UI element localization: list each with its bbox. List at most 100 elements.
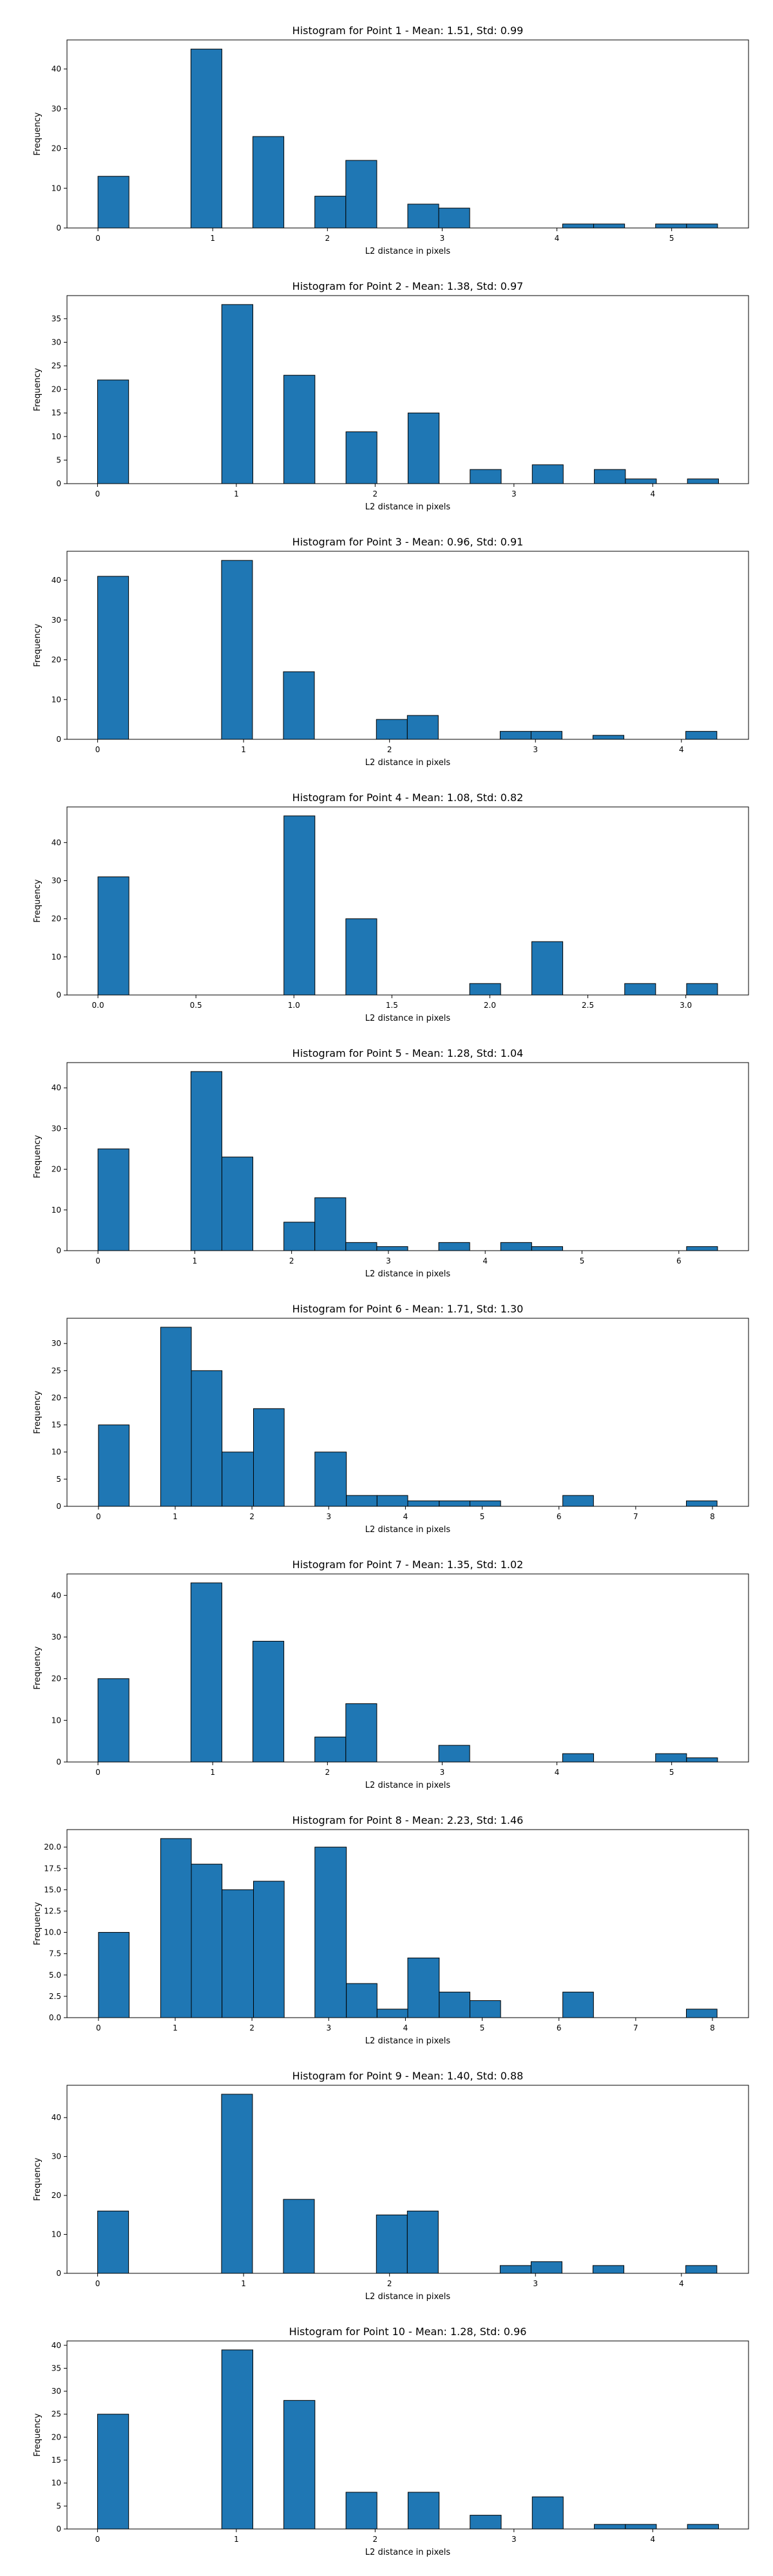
histogram-bar (283, 671, 315, 740)
y-tick-label: 17.5 (44, 1864, 61, 1873)
x-axis-label: L2 distance in pixels (365, 758, 451, 768)
y-tick-label: 5 (56, 1475, 61, 1484)
histogram-bar (439, 1991, 471, 2018)
y-tick-label: 20 (52, 2432, 61, 2441)
x-tick-label: 6 (676, 1256, 682, 1265)
x-tick-label: 5 (580, 1256, 585, 1265)
y-tick-label: 10.0 (44, 1928, 61, 1937)
histogram-bar (221, 1157, 254, 1251)
x-tick-label: 4 (403, 2023, 408, 2032)
x-tick-label: 2 (249, 2023, 254, 2032)
y-tick-label: 10 (52, 1448, 61, 1457)
axes-frame (66, 551, 749, 740)
histogram-panel-5: 0 1 2 3 4 5 6 0 10 20 30 40 Histogram for Point 5 - … (33, 1047, 749, 1279)
x-tick-label: 2 (373, 489, 378, 498)
x-axis-label: L2 distance in pixels (365, 2548, 451, 2557)
histogram-bar (407, 204, 439, 229)
y-axis-label: Frequency (33, 2413, 43, 2456)
y-axis-label: Frequency (33, 879, 43, 922)
histogram-bar (499, 731, 531, 740)
histogram-bar (253, 1640, 285, 1763)
histogram-bar (345, 1242, 377, 1251)
y-tick-label: 12.5 (44, 1906, 61, 1915)
axes-frame (66, 1829, 749, 2018)
chart-title: Histogram for Point 8 - Mean: 2.23, Std:… (292, 1814, 524, 1826)
histogram-panel-4: 0.0 0.5 1.0 1.5 2.0 2.5 3.0 0 10 20 30 40 Histogram … (33, 791, 749, 1023)
x-tick-label: 0 (95, 1768, 100, 1777)
histogram-bar (470, 469, 502, 484)
x-tick-label: 1 (210, 234, 215, 243)
x-tick-label: 2 (325, 234, 330, 243)
chart-title: Histogram for Point 3 - Mean: 0.96, Std:… (292, 536, 524, 548)
y-tick-label: 10 (52, 2479, 61, 2488)
chart-title: Histogram for Point 1 - Mean: 1.51, Std:… (292, 24, 524, 37)
histogram-bar (376, 2009, 408, 2018)
x-tick-label: 0.5 (190, 1001, 202, 1010)
histogram-bar (594, 2524, 626, 2530)
histogram-bar (283, 2199, 315, 2274)
y-tick-label: 40 (52, 2341, 61, 2350)
y-tick-label: 35 (52, 2363, 61, 2372)
axes-frame (66, 1318, 749, 1507)
histogram-bar (376, 1495, 408, 1507)
histogram-panel-6: 0 1 2 3 4 5 6 7 8 0 5 10 15 20 25 30 Histogram for Point… (33, 1303, 749, 1535)
histogram-bar (221, 560, 253, 740)
histogram-bar (438, 207, 470, 229)
histogram-bar (283, 1222, 316, 1251)
histogram-bar (221, 2349, 254, 2530)
x-tick-label: 5 (480, 1512, 485, 1521)
x-tick-label: 3.0 (680, 1001, 692, 1010)
histogram-bar (345, 160, 377, 229)
y-axis-label: Frequency (33, 368, 43, 411)
histogram-bar (345, 1703, 377, 1763)
x-axis-label: L2 distance in pixels (365, 1525, 451, 1535)
y-tick-label: 15 (52, 2456, 61, 2465)
histogram-bar (283, 375, 316, 484)
histogram-bar (686, 983, 718, 996)
y-tick-label: 0 (56, 2524, 61, 2533)
x-axis-label: L2 distance in pixels (365, 2292, 451, 2302)
x-tick-label: 4 (555, 234, 560, 243)
x-axis-label: L2 distance in pixels (365, 1781, 451, 1790)
x-tick-label: 2 (325, 1768, 330, 1777)
y-tick-label: 10 (52, 695, 61, 704)
x-tick-label: 0 (95, 2535, 100, 2544)
y-tick-label: 40 (52, 2113, 61, 2122)
histogram-bar (562, 223, 595, 229)
histogram-bar (406, 715, 439, 740)
y-tick-label: 20 (52, 385, 61, 394)
x-tick-label: 4 (650, 489, 655, 498)
y-tick-label: 40 (52, 838, 61, 847)
x-tick-label: 5 (669, 234, 674, 243)
x-tick-label: 3 (533, 2279, 538, 2288)
y-tick-label: 0 (56, 1502, 61, 1511)
histogram-bar (593, 2265, 625, 2274)
histogram-bar (625, 2524, 657, 2530)
axes-frame (66, 1573, 749, 1763)
chart-title: Histogram for Point 9 - Mean: 1.40, Std:… (292, 2070, 524, 2082)
x-tick-label: 8 (710, 1512, 715, 1521)
y-tick-label: 20 (52, 656, 61, 665)
y-tick-label: 40 (52, 1083, 61, 1092)
y-tick-label: 20.0 (44, 1842, 61, 1852)
histogram-bar (222, 1452, 254, 1507)
y-tick-label: 40 (52, 576, 61, 585)
histogram-bar (407, 1957, 440, 2018)
x-tick-label: 4 (482, 1256, 488, 1265)
y-tick-label: 10 (52, 2230, 61, 2239)
y-tick-label: 35 (52, 314, 61, 323)
histogram-bar (345, 2492, 377, 2530)
histogram-bar (594, 469, 626, 484)
histogram-bar (97, 176, 129, 229)
x-tick-label: 3 (511, 2535, 517, 2544)
x-tick-label: 1 (173, 2023, 178, 2032)
histogram-bar (97, 1678, 129, 1763)
y-tick-label: 25 (52, 2410, 61, 2419)
y-tick-label: 30 (52, 1124, 61, 1133)
x-tick-label: 0 (95, 2279, 100, 2288)
x-tick-label: 6 (557, 1512, 562, 1521)
y-tick-label: 0 (56, 1757, 61, 1766)
histogram-bar (685, 1501, 718, 1507)
chart-title: Histogram for Point 10 - Mean: 1.28, Std… (289, 2325, 527, 2338)
x-tick-label: 1 (210, 1768, 215, 1777)
